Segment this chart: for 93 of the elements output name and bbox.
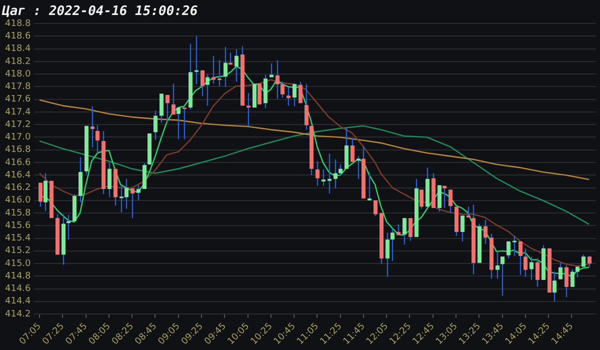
candlestick: [500, 256, 504, 296]
candlestick: [166, 94, 170, 124]
candlestick: [298, 81, 302, 104]
y-tick-label: 415.6: [5, 220, 32, 231]
y-tick-label: 417.0: [5, 132, 32, 143]
candlestick: [420, 189, 424, 210]
candlestick: [558, 262, 562, 280]
candlestick: [280, 81, 284, 98]
candlestick: [234, 48, 238, 82]
candlestick: [38, 182, 42, 208]
candlestick: [286, 86, 290, 106]
candlestick: [448, 189, 452, 213]
candlestick: [496, 250, 500, 280]
candlestick: [530, 256, 534, 281]
candlestick: [160, 93, 164, 124]
candlestick: [374, 200, 378, 217]
candlestick: [484, 219, 488, 245]
candlestick: [130, 188, 134, 219]
chart-title: Цаг : 2022-04-16 15:00:26: [1, 4, 198, 20]
candlestick: [136, 184, 140, 201]
y-tick-label: 418.8: [5, 18, 32, 29]
candlestick: [338, 164, 342, 176]
candlestick: [408, 217, 412, 242]
candlestick: [322, 168, 326, 186]
candlestick: [90, 106, 94, 148]
candlestick: [386, 232, 390, 278]
y-tick-label: 416.8: [5, 145, 32, 156]
y-tick-label: 418.2: [5, 56, 31, 67]
candlestick: [460, 214, 464, 242]
candlestick: [182, 106, 186, 140]
y-tick-label: 415.4: [5, 234, 32, 244]
y-tick-label: 416.6: [5, 158, 32, 168]
candlestick: [206, 74, 210, 106]
candlestick: [506, 240, 510, 260]
candlestick: [350, 137, 354, 162]
candlestick: [552, 271, 556, 302]
candlestick: [512, 235, 516, 257]
y-tick-label: 417.4: [5, 107, 32, 118]
candlestick: [252, 84, 256, 108]
candlestick: [176, 106, 180, 140]
candlestick: [142, 162, 146, 190]
candlestick: [172, 82, 176, 116]
candlestick: [78, 156, 82, 203]
y-tick-label: 414.8: [5, 271, 32, 282]
candlestick: [334, 158, 338, 189]
candlestick: [564, 264, 568, 298]
candlestick: [524, 248, 528, 278]
candlestick: [194, 36, 198, 85]
candlestick: [292, 82, 296, 107]
candlestick: [442, 185, 446, 209]
candlestick: [276, 60, 280, 100]
y-tick-label: 414.4: [5, 296, 32, 307]
candlestick: [218, 60, 222, 87]
y-tick-label: 417.2: [5, 120, 31, 130]
candlestick: [576, 266, 580, 278]
y-tick-label: 417.6: [5, 94, 32, 105]
y-tick-label: 414.2: [5, 309, 31, 320]
candlestick: [316, 160, 320, 186]
candlestick: [44, 172, 48, 212]
candlestick: [570, 268, 574, 288]
candlestick: [224, 46, 228, 88]
y-tick-label: 416.2: [5, 183, 31, 194]
candlestick: [390, 228, 394, 262]
candlestick: [536, 258, 540, 288]
candlestick: [344, 128, 348, 170]
candlestick: [588, 255, 592, 268]
candlestick: [304, 84, 308, 130]
candlestick: [402, 217, 406, 246]
y-tick-label: 415.2: [5, 246, 31, 256]
candlestick: [356, 156, 360, 180]
candlestick: [154, 110, 158, 140]
candlestick: [108, 162, 112, 198]
candlestick: [328, 153, 332, 194]
y-tick-label: 418.0: [5, 69, 32, 80]
candlestick: [246, 92, 250, 126]
candlestick: [466, 206, 470, 218]
candlestick: [438, 184, 442, 212]
y-tick-label: 417.8: [5, 82, 32, 92]
candlestick: [518, 240, 522, 276]
y-tick-label: 415.0: [5, 258, 32, 269]
y-tick-label: 415.8: [5, 208, 32, 218]
candlestick: [368, 172, 372, 201]
y-tick-label: 416.0: [5, 196, 32, 206]
candlestick: [66, 214, 70, 240]
y-tick-label: 416.4: [5, 170, 32, 180]
y-tick-label: 418.6: [5, 32, 32, 42]
candlestick: [258, 82, 262, 106]
candlestick: [200, 70, 204, 97]
y-tick-label: 418.4: [5, 44, 32, 54]
candlestick: [270, 62, 274, 78]
y-tick-label: 414.6: [5, 284, 32, 294]
candlestick: [212, 55, 216, 84]
candlestick: [96, 124, 100, 154]
